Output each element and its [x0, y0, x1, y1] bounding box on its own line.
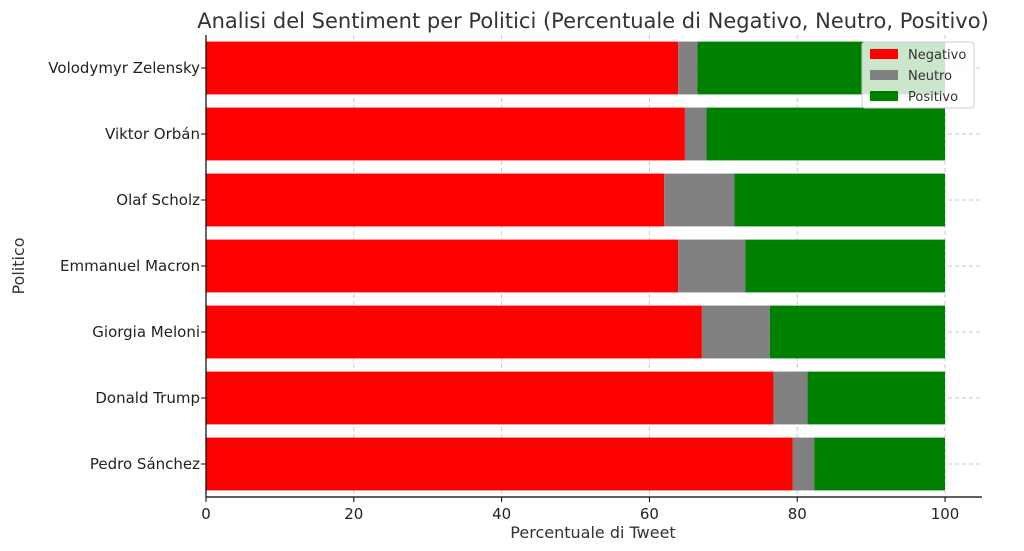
bar-neutro — [678, 239, 746, 293]
chart-title: Analisi del Sentiment per Politici (Perc… — [197, 9, 989, 33]
bar-neutro — [678, 41, 698, 95]
y-tick-label: Olaf Scholz — [116, 191, 200, 209]
bar-neutro — [684, 107, 707, 161]
legend-swatch-negativo — [870, 49, 898, 59]
bar-negativo — [206, 305, 702, 359]
bar-positivo — [734, 173, 946, 227]
x-tick-label: 20 — [344, 505, 363, 523]
legend-swatch-neutro — [870, 70, 898, 80]
bar-neutro — [773, 371, 808, 425]
legend-swatch-positivo — [870, 91, 898, 101]
bar-negativo — [206, 239, 679, 293]
x-tick-label: 60 — [640, 505, 659, 523]
tick-labels: Volodymyr Zelensky Viktor Orbán Olaf Schol… — [48, 59, 959, 523]
x-axis-label: Percentuale di Tweet — [510, 523, 675, 542]
bar-negativo — [206, 41, 679, 95]
legend-label-neutro: Neutro — [908, 69, 952, 84]
bar-positivo — [745, 239, 946, 293]
bar-negativo — [206, 107, 685, 161]
bar-neutro — [664, 173, 735, 227]
bar-positivo — [706, 107, 946, 161]
legend-label-positivo: Positivo — [908, 90, 958, 105]
y-tick-label: Emmanuel Macron — [60, 257, 200, 275]
bar-negativo — [206, 173, 665, 227]
y-tick-label: Donald Trump — [95, 389, 200, 407]
y-tick-label: Giorgia Meloni — [92, 323, 200, 341]
bars — [206, 41, 946, 491]
y-tick-label: Pedro Sánchez — [90, 455, 200, 473]
y-tick-label: Viktor Orbán — [105, 125, 200, 143]
x-tick-label: 80 — [788, 505, 807, 523]
bar-neutro — [701, 305, 770, 359]
axes — [201, 35, 982, 502]
y-axis-label: Politico — [9, 237, 28, 294]
bar-negativo — [206, 371, 774, 425]
y-tick-label: Volodymyr Zelensky — [48, 59, 200, 77]
bar-positivo — [814, 437, 946, 491]
bar-positivo — [807, 371, 946, 425]
bar-positivo — [769, 305, 946, 359]
x-tick-label: 40 — [492, 505, 511, 523]
x-tick-label: 0 — [201, 505, 211, 523]
legend: Negativo Neutro Positivo — [861, 41, 975, 109]
legend-label-negativo: Negativo — [908, 48, 966, 63]
x-tick-label: 100 — [931, 505, 960, 523]
bar-negativo — [206, 437, 793, 491]
bar-neutro — [792, 437, 815, 491]
